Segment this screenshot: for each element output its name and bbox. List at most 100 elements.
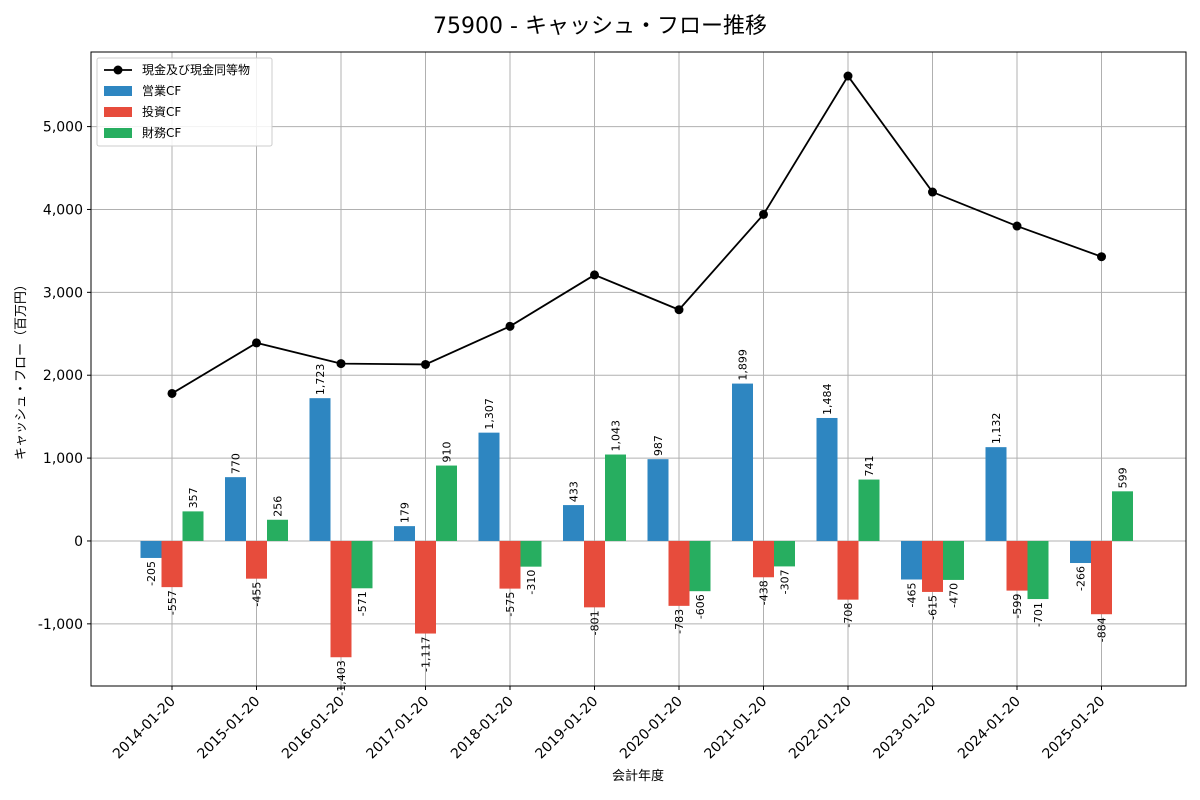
bar-value-label: -571: [356, 591, 369, 616]
y-axis-label: キャッシュ・フロー（百万円）: [14, 278, 29, 460]
x-tick-label: 2025-01-20: [1039, 694, 1108, 763]
x-tick-label: 2019-01-20: [532, 694, 601, 763]
x-tick-label: 2020-01-20: [617, 694, 686, 763]
legend-box: [96, 57, 273, 147]
bar: [140, 540, 162, 558]
bar: [1091, 540, 1112, 615]
bar-value-label: 433: [568, 481, 581, 502]
x-tick-label: 2021-01-20: [701, 694, 770, 763]
bar: [605, 454, 626, 541]
bar: [182, 511, 204, 541]
bar: [1112, 491, 1133, 541]
bar: [732, 383, 753, 541]
bar: [858, 479, 880, 541]
bar: [394, 526, 415, 541]
legend-bar-swatch: [104, 107, 132, 117]
cash-line-point: [505, 321, 515, 331]
axes: -1,000 0 1,000 2,000 3,000 4,000 5,000 2014-01-…: [38, 120, 1108, 763]
bar-value-label: -1,403: [335, 660, 348, 695]
bar: [985, 447, 1007, 541]
x-axis-label: 会計年度: [612, 768, 664, 784]
bar: [943, 540, 964, 580]
bar-value-label: -783: [673, 609, 686, 634]
bar: [563, 505, 584, 541]
cash-line-path: [171, 74, 1102, 395]
x-tick-label: 2015-01-20: [194, 694, 263, 763]
bar: [309, 398, 331, 541]
chart-title: 75900 - キャッシュ・フロー推移: [433, 14, 767, 39]
bar-value-label: -1,117: [420, 637, 433, 672]
y-tick-label: 4,000: [43, 202, 83, 218]
legend-label: 営業CF: [142, 84, 181, 98]
bar-value-label: -801: [589, 610, 602, 635]
legend-marker: [113, 65, 123, 75]
bar-value-label: -310: [525, 570, 538, 595]
bar: [774, 540, 795, 567]
bar: [415, 540, 436, 634]
bar: [689, 540, 711, 592]
legend-label: 財務CF: [142, 125, 181, 140]
x-tick-label: 2018-01-20: [448, 694, 517, 763]
x-tick-label: 2014-01-20: [110, 694, 179, 763]
x-tick-label: 2017-01-20: [363, 694, 432, 763]
y-tick-label: 2,000: [43, 368, 83, 384]
cash-line-point: [336, 359, 346, 369]
bar-value-label: 910: [441, 442, 454, 463]
bar: [330, 540, 352, 658]
bar: [478, 432, 500, 541]
legend-bar-swatch: [104, 86, 132, 96]
bar-value-label: 179: [399, 502, 412, 523]
bar: [1006, 540, 1028, 591]
bar: [837, 540, 859, 600]
y-tick-label: -1,000: [38, 617, 83, 633]
bar-value-label: -599: [1011, 594, 1024, 619]
x-tick-label: 2016-01-20: [279, 694, 348, 763]
bar: [922, 540, 943, 592]
bar-value-label: 1,132: [990, 413, 1003, 445]
bars: -205 770 1,723 179 1,307 433 987 1,899 1,484 -465…: [140, 349, 1133, 696]
y-tick-label: 0: [74, 534, 83, 550]
y-tick-label: 1,000: [43, 451, 83, 467]
legend-label: 投資CF: [142, 104, 181, 119]
cash-line-point: [1097, 252, 1106, 262]
bar-value-label: 987: [652, 435, 665, 456]
plot-frame: [90, 51, 1187, 687]
y-tick-label: 3,000: [43, 285, 83, 301]
bar: [161, 540, 183, 588]
bar: [225, 477, 246, 541]
bar-value-label: -205: [145, 561, 158, 586]
bar-value-label: -307: [779, 569, 792, 594]
bar-value-label: -615: [927, 595, 940, 620]
bar: [246, 540, 267, 579]
legend-bar-swatch: [104, 128, 132, 138]
bar-value-label: -575: [504, 592, 517, 617]
bar-value-label: 1,484: [821, 383, 834, 415]
cash-line-point: [252, 338, 261, 348]
cash-line-point: [421, 359, 430, 369]
bar-value-label: 599: [1117, 467, 1130, 488]
bar-value-label: -438: [758, 580, 771, 605]
x-tick-label: 2023-01-20: [870, 694, 939, 763]
bar-value-label: 770: [230, 453, 243, 474]
bar: [668, 540, 690, 606]
bar-value-label: 256: [272, 496, 285, 517]
cash-line-point: [843, 71, 853, 81]
x-tick-label: 2022-01-20: [786, 694, 855, 763]
bar: [499, 540, 521, 589]
cash-line-point: [167, 388, 177, 398]
bar-value-label: 357: [187, 487, 200, 508]
bar: [436, 465, 457, 541]
bar-value-label: -701: [1032, 602, 1045, 627]
x-tick-label: 2024-01-20: [955, 694, 1024, 763]
bar: [816, 417, 838, 541]
bar-value-label: 1,723: [314, 364, 327, 396]
cash-line-point: [928, 187, 937, 197]
bar-value-label: 1,043: [610, 420, 623, 452]
cash-line-point: [759, 209, 768, 219]
cash-line-point: [590, 270, 599, 280]
bar-value-label: -465: [906, 583, 919, 608]
cash-line-point: [674, 305, 684, 315]
bar: [1027, 540, 1049, 600]
